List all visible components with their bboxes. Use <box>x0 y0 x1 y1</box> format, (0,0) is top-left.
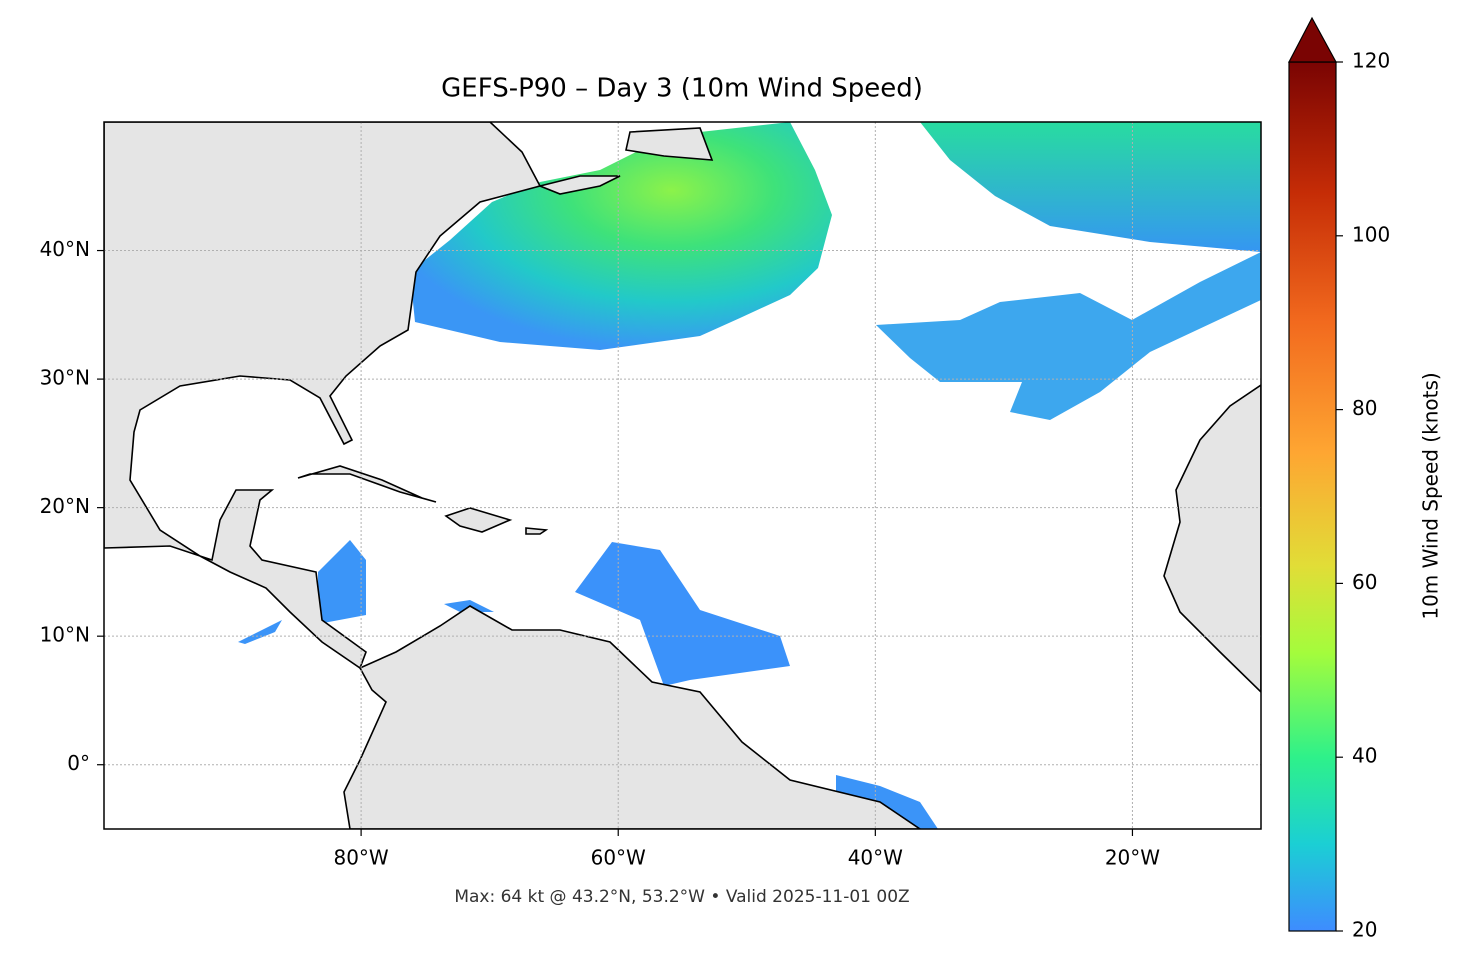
nova-scotia <box>537 175 621 195</box>
north-america <box>104 122 542 670</box>
y-tick-label: 0° <box>67 751 90 775</box>
colorbar-extend <box>1288 16 1338 63</box>
map-footer: Max: 64 kt @ 43.2°N, 53.2°W • Valid 2025… <box>454 887 909 907</box>
colorbar-tick-label: 20 <box>1352 918 1377 942</box>
wind-area <box>575 542 790 686</box>
newfoundland <box>625 127 714 161</box>
x-tick-label: 60°W <box>591 846 646 870</box>
wind-area <box>238 620 282 644</box>
africa <box>1163 384 1261 694</box>
wind-area <box>876 252 1261 420</box>
y-tick-label: 30°N <box>40 366 90 390</box>
wind-area <box>836 775 938 829</box>
map-frame <box>103 121 1262 830</box>
colorbar-tick-label: 40 <box>1352 744 1377 768</box>
land <box>104 122 1261 829</box>
map-title: GEFS-P90 – Day 3 (10m Wind Speed) <box>441 74 923 104</box>
colorbar-tick-label: 120 <box>1352 49 1390 73</box>
y-tick-label: 40°N <box>40 237 90 261</box>
cuba <box>297 465 437 503</box>
wind-area <box>920 122 1261 252</box>
y-tick-label: 20°N <box>40 494 90 518</box>
colorbar: 10m Wind Speed (knots) 20 40 60 80 100 120 <box>1288 16 1443 942</box>
wind-field <box>238 122 1261 829</box>
puerto-rico <box>525 527 549 535</box>
south-america <box>343 605 922 829</box>
map-area <box>104 122 1261 829</box>
colorbar-tick-label: 100 <box>1352 222 1390 246</box>
graticule <box>104 122 1261 829</box>
wind-area <box>410 122 832 350</box>
colorbar-tick-label: 80 <box>1352 396 1377 420</box>
hispaniola <box>444 507 513 533</box>
x-tick-label: 40°W <box>848 846 903 870</box>
colorbar-scale <box>1288 61 1337 932</box>
x-tick-label: 20°W <box>1105 846 1160 870</box>
colorbar-tick-label: 60 <box>1352 570 1377 594</box>
wind-area <box>318 540 366 624</box>
colorbar-label: 10m Wind Speed (knots) <box>1419 372 1443 619</box>
x-tick-label: 80°W <box>333 846 388 870</box>
y-tick-label: 10°N <box>40 623 90 647</box>
